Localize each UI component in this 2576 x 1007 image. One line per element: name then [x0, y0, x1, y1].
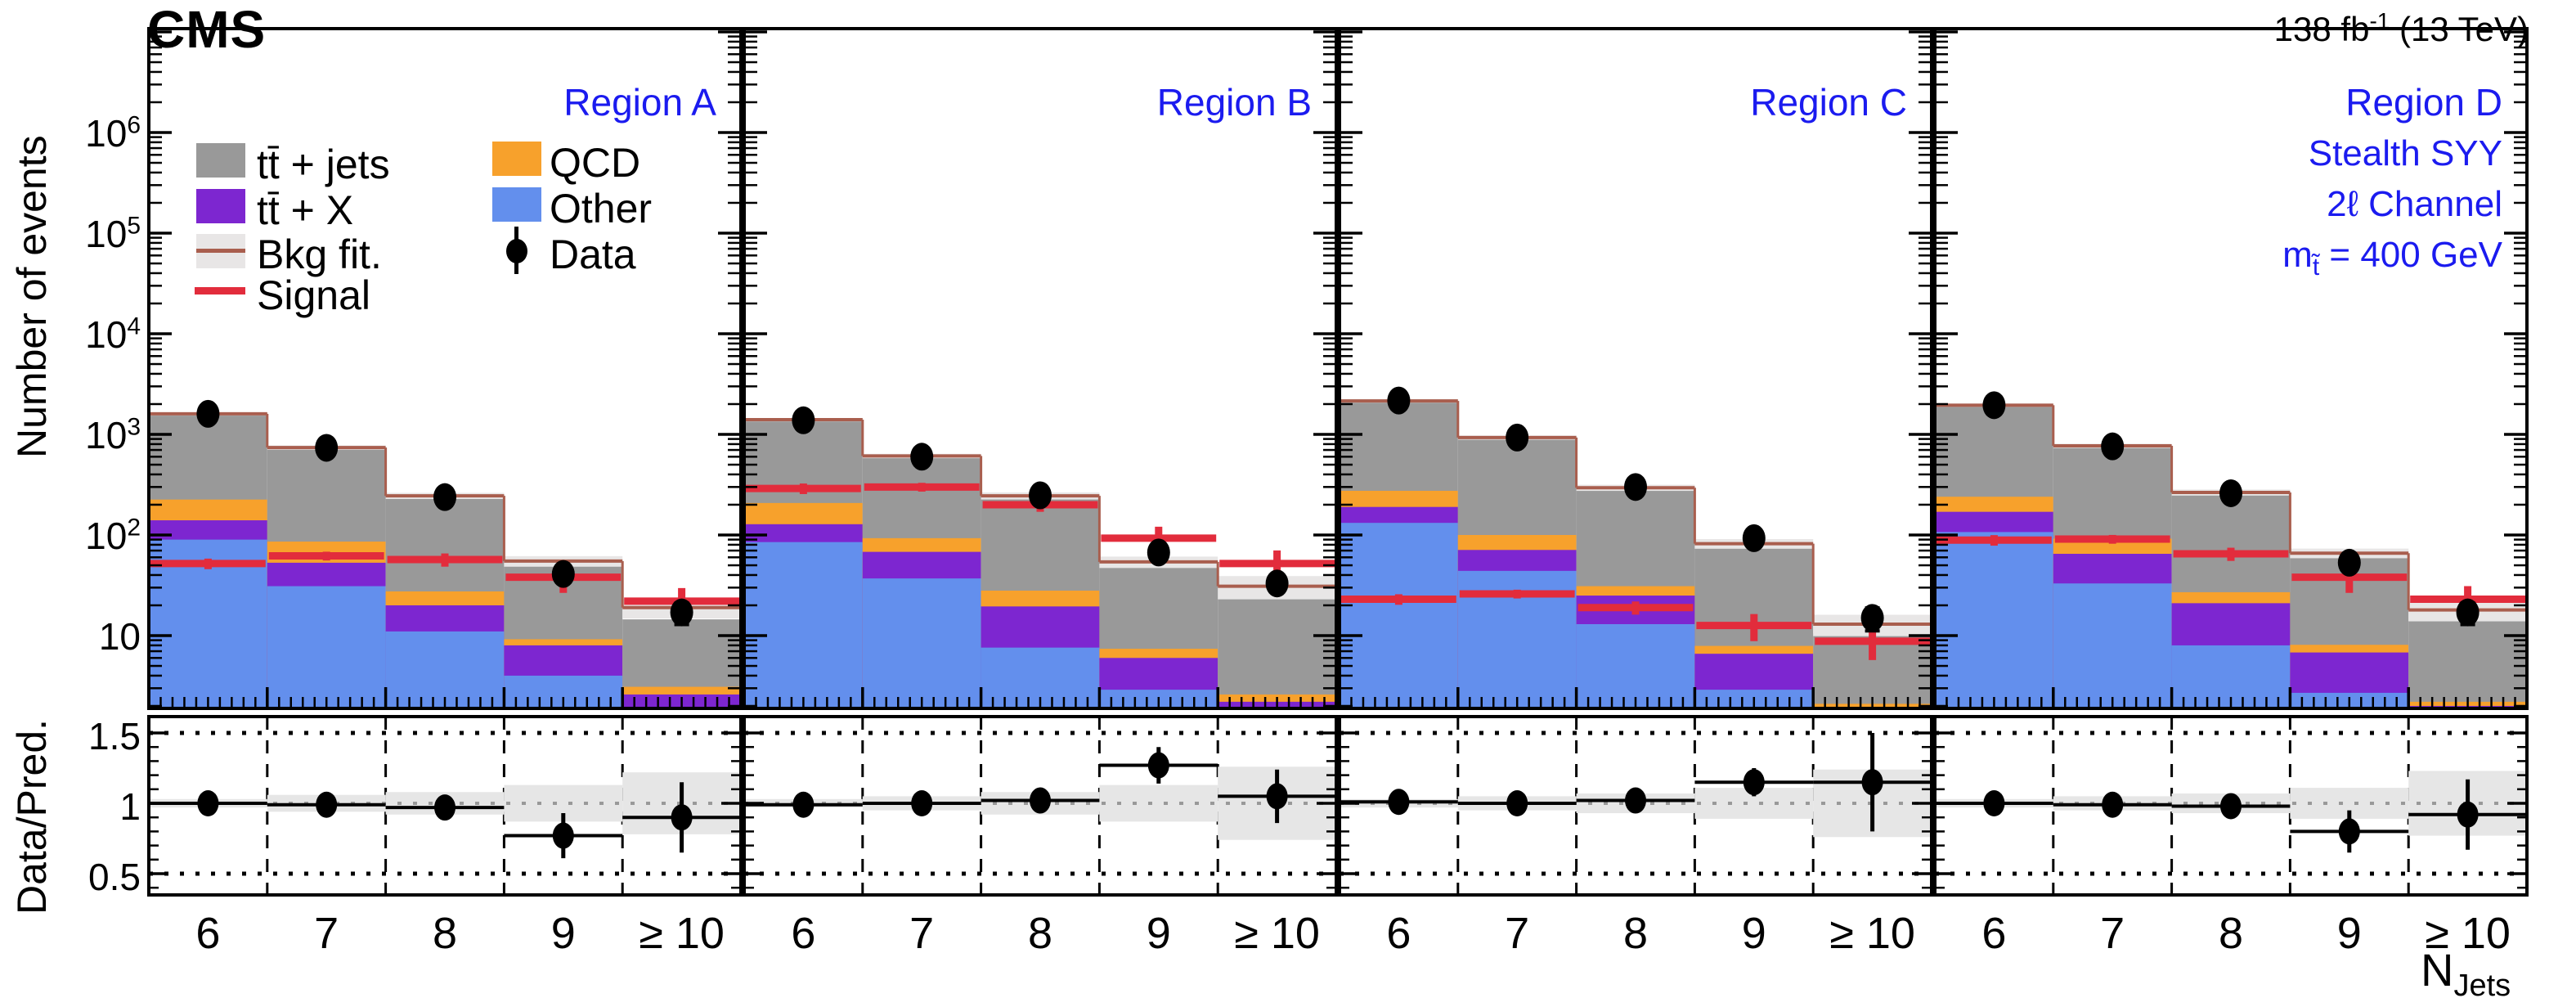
ratio-tick-label: 1 — [119, 785, 141, 828]
x-tick-label: 9 — [1741, 909, 1766, 958]
region-panel-b — [743, 27, 1338, 710]
x-tick-label: 6 — [195, 909, 221, 958]
ttjets-swatch — [196, 143, 245, 178]
mass-subscript: t̃ — [2312, 253, 2320, 281]
region-d-label: Region D — [2345, 81, 2502, 124]
legend-other-label: Other — [550, 186, 653, 232]
ratio-panel-a — [147, 715, 743, 897]
x-tick-label: 6 — [791, 909, 816, 958]
x-tick-label: 9 — [550, 909, 576, 958]
x-tick-label: 8 — [432, 909, 458, 958]
x-tick-label: ≥ 10 — [1234, 909, 1320, 958]
legend-ttx-label: tt̄ + X — [257, 187, 354, 233]
ttx-swatch — [196, 189, 245, 223]
mass-label: mt̃ = 400 GeV — [2282, 237, 2502, 280]
cms-logo: CMS — [147, 0, 267, 59]
x-tick-label: 6 — [1981, 909, 2007, 958]
lumi-exponent: -1 — [2369, 8, 2390, 34]
channel-label: 2ℓ Channel — [2327, 184, 2502, 224]
lumi-energy: (13 TeV) — [2390, 10, 2529, 48]
legend-signal-label: Signal — [257, 272, 370, 318]
mass-symbol: m — [2282, 235, 2313, 275]
ratio-panel-d — [1933, 715, 2529, 897]
y-tick-label: 103 — [85, 413, 141, 456]
region-panel-a — [147, 27, 743, 710]
y-tick-label: 104 — [85, 312, 141, 356]
x-tick-label: 7 — [909, 909, 935, 958]
region-b-label: Region B — [1156, 81, 1312, 124]
bkgfit-line-icon — [196, 249, 245, 253]
x-tick-label: ≥ 10 — [1829, 909, 1915, 958]
x-tick-label: 7 — [314, 909, 339, 958]
x-tick-label: 6 — [1386, 909, 1411, 958]
region-panel-d — [1933, 27, 2529, 710]
mass-value: = 400 GeV — [2319, 235, 2502, 275]
legend-bkgfit-label: Bkg fit. — [257, 232, 382, 277]
lumi-label: 138 fb-1 (13 TeV) — [2274, 10, 2529, 47]
x-tick-label: 9 — [1146, 909, 1171, 958]
x-axis-title-sub: Jets — [2453, 969, 2511, 1004]
x-tick-label: 9 — [2336, 909, 2362, 958]
x-axis-title: NJets — [2421, 944, 2511, 1004]
signal-line-icon — [195, 287, 245, 294]
x-tick-label: 7 — [2100, 909, 2125, 958]
legend-qcd-label: QCD — [550, 140, 641, 186]
ratio-panel-c — [1338, 715, 1933, 897]
region-a-label: Region A — [563, 81, 716, 124]
region-c-label: Region C — [1750, 81, 1907, 124]
y-tick-label: 106 — [85, 111, 141, 155]
region-panel-c — [1338, 27, 1933, 710]
x-tick-label: 8 — [1622, 909, 1649, 958]
x-axis-title-main: N — [2421, 944, 2454, 996]
x-tick-label: 8 — [1027, 909, 1053, 958]
y-tick-label: 102 — [85, 514, 141, 557]
ratio-panel-b — [743, 715, 1338, 897]
ratio-tick-label: 0.5 — [88, 856, 141, 898]
signal-model-label: Stealth SYY — [2308, 133, 2502, 173]
x-tick-label: 7 — [1505, 909, 1530, 958]
legend-data-label: Data — [550, 232, 636, 277]
y-axis-title: Number of events — [9, 135, 55, 458]
x-tick-label: ≥ 10 — [639, 909, 725, 958]
y-tick-label: 105 — [85, 212, 141, 255]
y-tick-label: 10 — [98, 615, 141, 658]
x-tick-label: 8 — [2218, 909, 2244, 958]
legend-ttjets-label: tt̄ + jets — [257, 142, 390, 187]
qcd-swatch — [492, 142, 541, 176]
ratio-tick-label: 1.5 — [88, 715, 141, 757]
x-tick-label: ≥ 10 — [2425, 909, 2511, 958]
other-swatch — [492, 187, 541, 222]
data-marker-icon — [506, 239, 527, 263]
lumi-value: 138 fb — [2273, 10, 2370, 48]
